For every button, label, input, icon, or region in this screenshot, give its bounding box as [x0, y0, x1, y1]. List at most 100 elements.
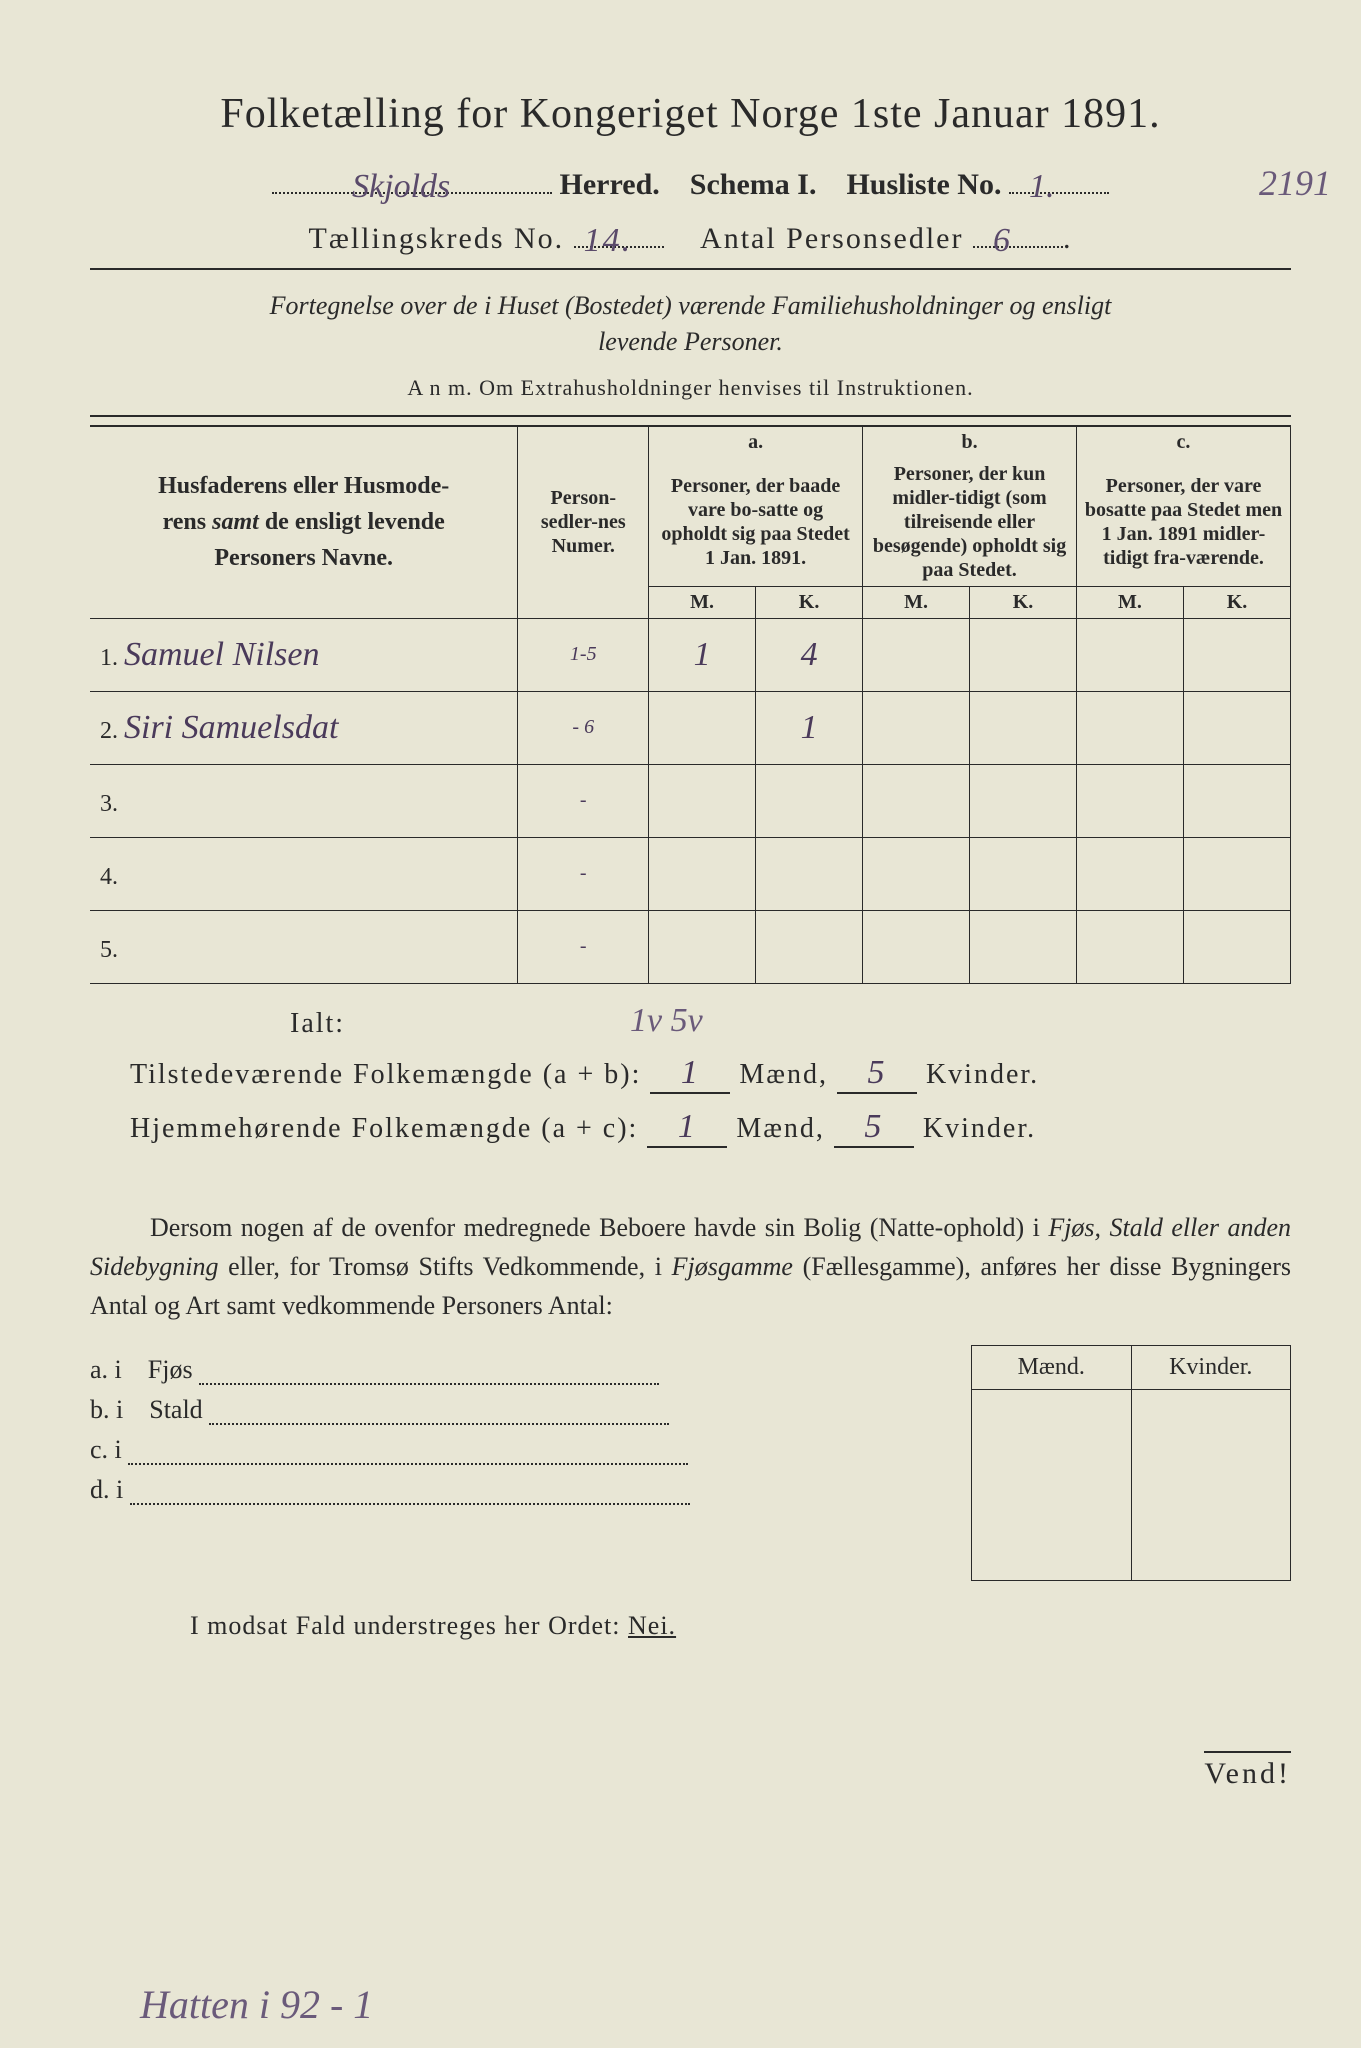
- tilstede-kvinder-label: Kvinder.: [926, 1059, 1039, 1090]
- hjemme-maend-hw: 1: [678, 1108, 697, 1145]
- col-b-header: Personer, der kun midler-tidigt (som til…: [863, 458, 1077, 587]
- col-num-header: Person-sedler-nes Numer.: [518, 426, 649, 619]
- hdr-p1: Husfaderens eller Husmode-: [158, 473, 449, 499]
- fortegnelse-block: Fortegnelse over de i Huset (Bostedet) v…: [90, 268, 1291, 417]
- row-name-cell: 2. Siri Samuelsdat: [90, 691, 518, 764]
- sub-lbl: b. i: [90, 1395, 123, 1424]
- row-name-hw: Samuel Nilsen: [124, 636, 319, 673]
- sub-txt: Fjøs: [148, 1355, 193, 1384]
- herred-handwritten: Skjolds: [352, 168, 450, 206]
- row-bm: [863, 911, 970, 983]
- page-title: Folketælling for Kongeriget Norge 1ste J…: [90, 90, 1291, 138]
- bottom-handwritten: Hatten i 92 - 1: [140, 1981, 373, 2028]
- sub-dotted: [209, 1423, 669, 1425]
- row-b: [863, 691, 1077, 764]
- row-c: [1077, 764, 1291, 837]
- row-name-cell: 3.: [90, 764, 518, 837]
- sub-right: Mænd. Kvinder.: [971, 1345, 1291, 1581]
- ialt-label: Ialt:: [290, 1008, 1291, 1040]
- fortegnelse-line2: levende Personer.: [598, 327, 783, 356]
- tilstede-maend-field: 1: [650, 1054, 730, 1094]
- sub-dotted: [128, 1463, 688, 1465]
- hjemme-label: Hjemmehørende Folkemængde (a + c):: [130, 1113, 638, 1144]
- margin-number: 2191: [1259, 162, 1331, 204]
- col-a-label: a.: [649, 426, 863, 458]
- row-cm: [1077, 692, 1184, 764]
- row-c: [1077, 910, 1291, 983]
- sub-row: a. i Fjøs: [90, 1355, 971, 1385]
- row-bm: [863, 838, 970, 910]
- sub-row: b. i Stald: [90, 1395, 971, 1425]
- row-c: [1077, 691, 1291, 764]
- fortegnelse-text: Fortegnelse over de i Huset (Bostedet) v…: [100, 288, 1281, 361]
- col-names-header: Husfaderens eller Husmode- rens samt de …: [90, 426, 518, 619]
- fortegnelse-line1: Fortegnelse over de i Huset (Bostedet) v…: [270, 291, 1112, 320]
- para-4: Fjøsgamme: [672, 1252, 793, 1281]
- row-sed: 1-5: [518, 618, 649, 691]
- row-sed: -: [518, 837, 649, 910]
- row-am: [649, 692, 756, 764]
- sub-row: d. i: [90, 1475, 971, 1505]
- sub-row: c. i: [90, 1435, 971, 1465]
- row-num: 5.: [100, 937, 118, 963]
- row-num: 3.: [100, 791, 118, 817]
- row-num: 4.: [100, 864, 118, 890]
- table-row: 1. Samuel Nilsen 1-5 14: [90, 618, 1291, 691]
- row-bm: [863, 692, 970, 764]
- hjemme-maend-label: Mænd,: [736, 1113, 825, 1144]
- b-k: K.: [970, 587, 1076, 618]
- col-a-mk: M.K.: [649, 586, 863, 618]
- antal-handwritten: 6: [993, 222, 1012, 260]
- row-name-cell: 4.: [90, 837, 518, 910]
- sub-lbl: d. i: [90, 1475, 123, 1504]
- row-a: [649, 764, 863, 837]
- col-b-mk: M.K.: [863, 586, 1077, 618]
- row-ak: 4: [756, 636, 862, 674]
- antal-field: 6: [973, 246, 1063, 248]
- row-a: 14: [649, 618, 863, 691]
- row-a: 1: [649, 691, 863, 764]
- row-num: 2.: [100, 718, 118, 744]
- hjemme-line: Hjemmehørende Folkemængde (a + c): 1 Mæn…: [130, 1108, 1291, 1148]
- row-name-cell: 1. Samuel Nilsen: [90, 618, 518, 691]
- sub-dotted: [130, 1503, 690, 1505]
- hdr-p4: de ensligt levende: [259, 509, 445, 535]
- hjemme-kvinder-field: 5: [834, 1108, 914, 1148]
- dersom-paragraph: Dersom nogen af de ovenfor medregnede Be…: [90, 1208, 1291, 1325]
- nei-word: Nei.: [628, 1611, 676, 1640]
- row-ak: 1: [756, 709, 862, 747]
- kreds-line: Tællingskreds No. 14. Antal Personsedler…: [90, 222, 1291, 256]
- col-a-header: Personer, der baade vare bo-satte og oph…: [649, 458, 863, 587]
- row-name-hw: Siri Samuelsdat: [124, 709, 338, 746]
- row-sed: -: [518, 764, 649, 837]
- row-b: [863, 910, 1077, 983]
- sub-lbl: c. i: [90, 1435, 122, 1464]
- vend-label: Vend!: [1204, 1751, 1291, 1791]
- table-row: 5. -: [90, 910, 1291, 983]
- row-bm: [863, 619, 970, 691]
- row-am: 1: [649, 619, 756, 691]
- row-am: [649, 911, 756, 983]
- row-am: [649, 838, 756, 910]
- row-cm: [1077, 765, 1184, 837]
- col-b-label: b.: [863, 426, 1077, 458]
- row-c: [1077, 618, 1291, 691]
- row-am: [649, 765, 756, 837]
- herred-line: Skjolds Herred. Schema I. Husliste No. 1…: [90, 168, 1291, 202]
- ialt-handwritten: 1v 5v: [630, 1002, 703, 1040]
- row-a: [649, 910, 863, 983]
- tilstede-line: Tilstedeværende Folkemængde (a + b): 1 M…: [130, 1054, 1291, 1094]
- row-a: [649, 837, 863, 910]
- hjemme-kvinder-hw: 5: [864, 1108, 883, 1145]
- row-sed: -: [518, 910, 649, 983]
- kreds-handwritten: 14.: [584, 222, 633, 260]
- sub-lbl: a. i: [90, 1355, 122, 1384]
- kreds-field: 14.: [574, 246, 664, 248]
- a-k: K.: [756, 587, 862, 618]
- row-cm: [1077, 911, 1184, 983]
- para-1: Dersom nogen af de ovenfor medregnede Be…: [150, 1213, 1048, 1242]
- sub-kvinder-col: Kvinder.: [1132, 1346, 1291, 1580]
- herred-label: Herred.: [560, 168, 660, 201]
- row-c: [1077, 837, 1291, 910]
- row-b: [863, 837, 1077, 910]
